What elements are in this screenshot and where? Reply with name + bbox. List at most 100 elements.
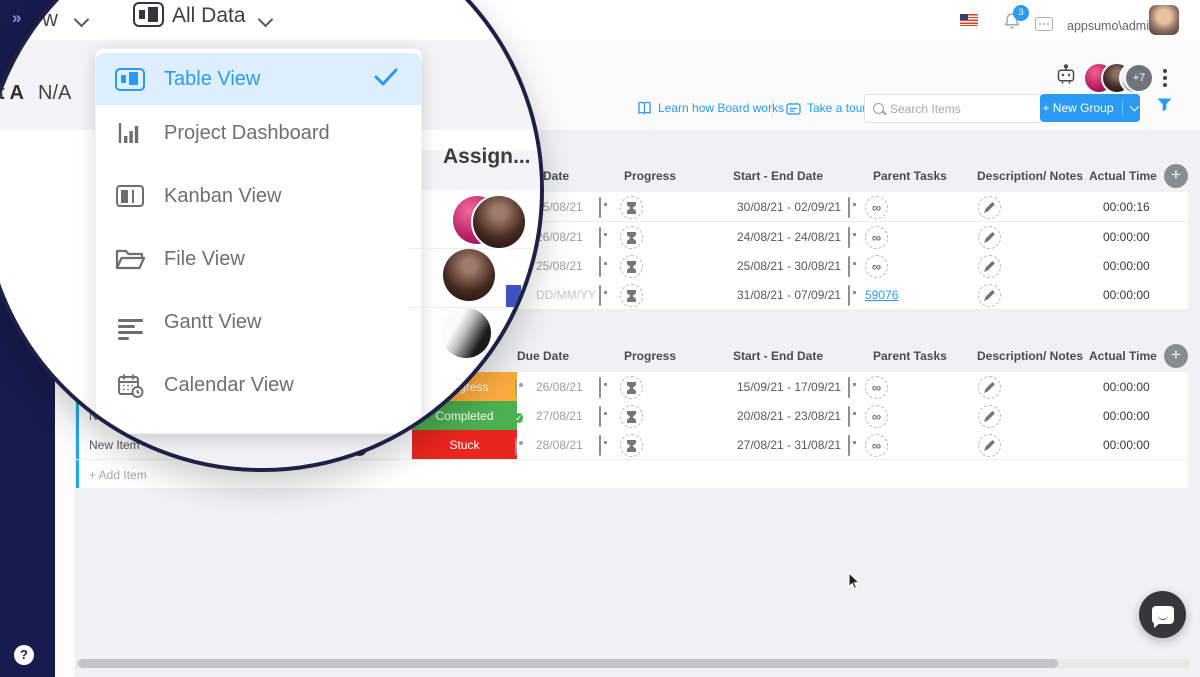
search-items-box[interactable] (864, 94, 1042, 123)
calendar-icon[interactable] (599, 227, 601, 248)
parent-task-link[interactable]: 59076 (865, 288, 899, 302)
new-group-button[interactable]: + New Group (1040, 94, 1140, 122)
column-header-progress[interactable]: Progress (624, 349, 677, 363)
start-end-value[interactable]: 27/08/21 - 31/08/21 (737, 438, 842, 452)
calendar-icon[interactable] (848, 256, 850, 277)
add-column-button[interactable]: + (1164, 344, 1188, 368)
column-header-actual-time[interactable]: Actual Time (1089, 169, 1157, 183)
column-header-start-end[interactable]: Start - End Date (733, 349, 824, 363)
notification-count-badge: 3 (1013, 5, 1029, 21)
start-end-value[interactable]: 24/08/21 - 24/08/21 (737, 230, 842, 244)
logged-in-user[interactable]: appsumo\admin (1067, 19, 1156, 33)
assignee-avatar[interactable] (471, 194, 527, 250)
due-date-value[interactable]: 26/08/21 (536, 230, 583, 244)
take-tour-link[interactable]: Take a tour (786, 101, 866, 115)
menu-item-project-dashboard[interactable]: Project Dashboard (96, 107, 421, 159)
column-header-description[interactable]: Description/ Notes (977, 169, 1084, 183)
infinity-icon[interactable]: ∞ (865, 226, 888, 249)
user-avatar[interactable] (1149, 5, 1179, 35)
hourglass-icon[interactable] (620, 196, 643, 219)
pencil-icon[interactable] (978, 284, 1001, 307)
magnified-header-band (404, 150, 540, 190)
check-mark-icon (373, 67, 399, 87)
due-date-value[interactable]: 28/08/21 (536, 438, 583, 452)
assignee-avatar[interactable] (441, 308, 491, 358)
search-input[interactable] (890, 101, 1010, 116)
learn-board-label: Learn how Board works (658, 101, 785, 115)
start-end-value[interactable]: 31/08/21 - 07/09/21 (737, 288, 842, 302)
add-item-label: + Add Item (89, 468, 147, 482)
add-column-button[interactable]: + (1164, 164, 1188, 188)
due-date-value[interactable]: 27/08/21 (536, 409, 583, 423)
assign-column-header[interactable]: Assign... (443, 145, 531, 168)
calendar-icon[interactable] (848, 285, 850, 306)
menu-item-gantt-view[interactable]: Gantt View (96, 296, 421, 348)
view-switcher-label-tail[interactable]: w (42, 6, 58, 31)
column-header-due-date[interactable]: Due Date (517, 349, 570, 363)
calendar-icon[interactable] (599, 256, 601, 277)
chat-widget-button[interactable] (1139, 591, 1186, 638)
due-date-value[interactable]: 25/08/21 (536, 200, 583, 214)
hourglass-icon[interactable] (620, 434, 643, 457)
mouse-cursor (848, 572, 861, 590)
calendar-icon[interactable] (848, 377, 850, 398)
filter-icon[interactable] (1157, 98, 1172, 112)
column-header-parent[interactable]: Parent Tasks (873, 169, 947, 183)
messages-icon[interactable] (1035, 17, 1053, 31)
calendar-icon[interactable] (848, 435, 850, 456)
assignee-avatar[interactable] (443, 249, 495, 301)
hourglass-icon[interactable] (620, 405, 643, 428)
pencil-icon[interactable] (978, 196, 1001, 219)
hourglass-icon[interactable] (620, 284, 643, 307)
start-end-value[interactable]: 25/08/21 - 30/08/21 (737, 259, 842, 273)
due-date-value[interactable]: 25/08/21 (536, 259, 583, 273)
calendar-icon[interactable] (599, 197, 601, 218)
automation-robot-icon[interactable] (1055, 64, 1077, 86)
help-icon[interactable]: ? (14, 645, 34, 665)
pencil-icon[interactable] (978, 255, 1001, 278)
hourglass-icon[interactable] (620, 226, 643, 249)
calendar-icon[interactable] (599, 285, 601, 306)
infinity-icon[interactable]: ∞ (865, 376, 888, 399)
calendar-icon[interactable] (848, 406, 850, 427)
search-icon (873, 103, 884, 114)
infinity-icon[interactable]: ∞ (865, 405, 888, 428)
due-date-placeholder[interactable]: DD/MM/YY (536, 288, 596, 302)
menu-item-table-view[interactable]: Table View (96, 53, 421, 105)
pencil-icon[interactable] (978, 405, 1001, 428)
column-header-description[interactable]: Description/ Notes (977, 349, 1084, 363)
pencil-icon[interactable] (978, 376, 1001, 399)
column-header-parent[interactable]: Parent Tasks (873, 349, 947, 363)
calendar-icon[interactable] (848, 197, 850, 218)
infinity-icon[interactable]: ∞ (865, 434, 888, 457)
infinity-icon[interactable]: ∞ (865, 196, 888, 219)
pencil-icon[interactable] (978, 226, 1001, 249)
calendar-icon[interactable] (599, 406, 601, 427)
start-end-value[interactable]: 15/09/21 - 17/09/21 (737, 380, 842, 394)
calendar-icon[interactable] (599, 435, 601, 456)
members-overflow-badge[interactable]: +7 (1124, 63, 1154, 93)
column-header-progress[interactable]: Progress (624, 169, 677, 183)
learn-board-link[interactable]: Learn how Board works (637, 101, 784, 115)
pencil-icon[interactable] (978, 434, 1001, 457)
due-date-value[interactable]: 26/08/21 (536, 380, 583, 394)
kebab-menu-icon[interactable] (1163, 69, 1167, 73)
column-header-start-end[interactable]: Start - End Date (733, 169, 824, 183)
start-end-value[interactable]: 30/08/21 - 02/09/21 (737, 200, 842, 214)
column-header-actual-time[interactable]: Actual Time (1089, 349, 1157, 363)
tour-ticket-icon (786, 102, 801, 115)
calendar-icon[interactable] (599, 377, 601, 398)
menu-item-file-view[interactable]: File View (96, 233, 421, 285)
data-scope-selector[interactable]: All Data (172, 4, 246, 27)
menu-item-calendar-view[interactable]: Calendar View (96, 359, 421, 411)
menu-item-kanban-view[interactable]: Kanban View (96, 170, 421, 222)
infinity-icon[interactable]: ∞ (865, 255, 888, 278)
chevron-down-icon (73, 11, 90, 28)
horizontal-scrollbar-thumb[interactable] (78, 659, 1058, 668)
start-end-value[interactable]: 20/08/21 - 23/08/21 (737, 409, 842, 423)
calendar-icon[interactable] (848, 227, 850, 248)
hourglass-icon[interactable] (620, 376, 643, 399)
language-flag-icon[interactable] (960, 14, 978, 26)
hourglass-icon[interactable] (620, 255, 643, 278)
